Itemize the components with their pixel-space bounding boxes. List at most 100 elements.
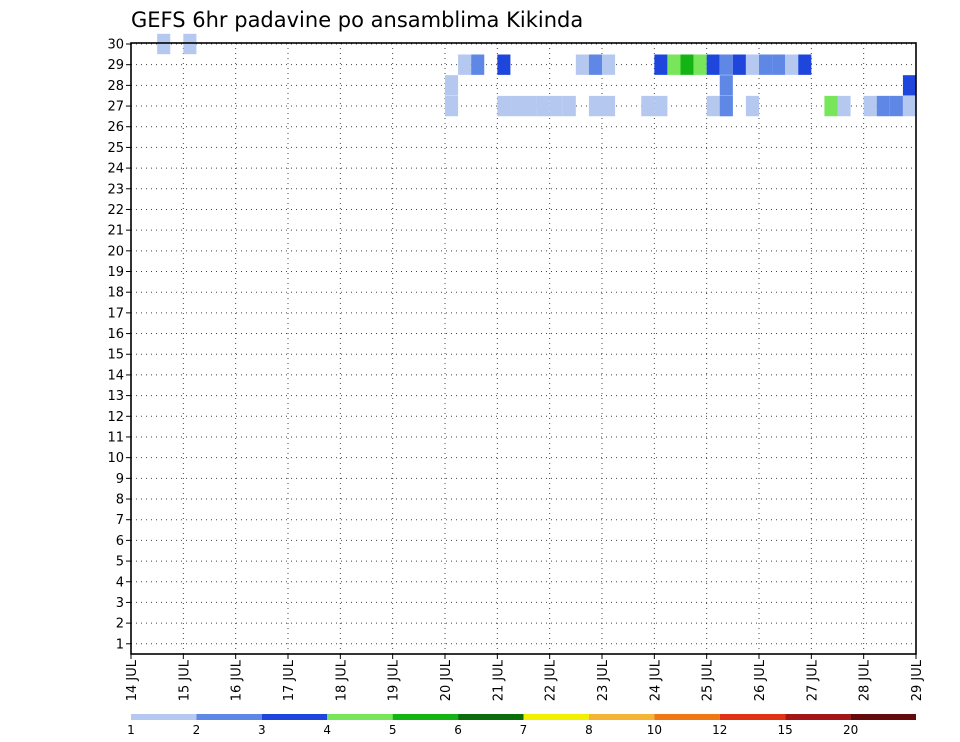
x-tick-label: 24 JUL [648, 659, 663, 701]
y-tick-label: 10 [107, 451, 124, 466]
y-tick-label: 19 [107, 265, 124, 280]
heatmap-cell [889, 95, 903, 117]
y-tick-label: 25 [107, 141, 124, 156]
heatmap-cell [445, 75, 459, 96]
colorbar-swatch [523, 714, 589, 720]
heatmap-cell [863, 95, 877, 117]
y-tick-label: 26 [107, 120, 124, 135]
y-axis: 1234567891011121314151617181920212223242… [107, 38, 131, 652]
heatmap-cells [157, 33, 916, 117]
x-tick-label: 15 JUL [177, 659, 192, 701]
y-tick-label: 2 [116, 617, 124, 632]
colorbar-label: 4 [323, 723, 331, 737]
heatmap-cell [536, 95, 550, 117]
colorbar-label: 12 [712, 723, 727, 737]
heatmap-cell [745, 95, 759, 117]
colorbar-label: 7 [520, 723, 528, 737]
colorbar-label: 20 [843, 723, 858, 737]
x-tick-label: 27 JUL [805, 659, 820, 701]
heatmap-cell [902, 75, 916, 96]
chart-title: GEFS 6hr padavine po ansamblima Kikinda [131, 8, 583, 32]
colorbar-swatch [196, 714, 262, 720]
colorbar-label: 1 [127, 723, 135, 737]
heatmap-cell [497, 54, 511, 75]
heatmap-cell [824, 95, 838, 117]
y-tick-label: 24 [107, 162, 124, 177]
y-tick-label: 6 [116, 534, 124, 549]
x-tick-label: 16 JUL [230, 659, 245, 701]
y-tick-label: 27 [107, 100, 124, 115]
heatmap-cell [183, 33, 197, 55]
x-tick-label: 20 JUL [439, 659, 454, 701]
heatmap-cell [445, 95, 459, 117]
colorbar-swatch [261, 714, 328, 720]
x-tick-label: 18 JUL [334, 659, 349, 701]
colorbar-swatch [392, 714, 459, 720]
y-tick-label: 4 [116, 575, 124, 590]
heatmap-cell [588, 54, 602, 75]
heatmap-cell [902, 95, 916, 117]
heatmap-cell [641, 95, 655, 117]
colorbar-swatch [588, 714, 655, 720]
colorbar-label: 10 [647, 723, 662, 737]
heatmap-cell [719, 75, 733, 96]
heatmap-cell [719, 95, 733, 117]
heatmap-cell [654, 95, 668, 117]
y-tick-label: 1 [116, 637, 124, 652]
x-axis: 14 JUL 15 JUL 16 JUL 17 JUL 18 JUL 19 JUL 20 J… [125, 654, 925, 701]
y-tick-label: 22 [107, 203, 124, 218]
heatmap-cell [575, 54, 589, 75]
y-tick-label: 14 [107, 368, 124, 383]
y-tick-label: 3 [116, 596, 124, 611]
heatmap-cell [549, 95, 563, 117]
heatmap-cell [497, 95, 511, 117]
heatmap-cell [745, 54, 759, 75]
heatmap-cell [680, 54, 694, 75]
y-tick-label: 28 [107, 79, 124, 94]
y-tick-label: 12 [107, 410, 124, 425]
heatmap-cell [732, 54, 746, 75]
x-tick-label: 22 JUL [544, 659, 559, 701]
y-tick-label: 11 [107, 430, 124, 445]
heatmap-cell [562, 95, 576, 117]
heatmap-cell [602, 95, 616, 117]
x-tick-label: 29 JUL [910, 659, 925, 701]
x-tick-label: 25 JUL [701, 659, 716, 701]
heatmap-cell [654, 54, 668, 75]
heatmap-cell [706, 95, 720, 117]
colorbar-swatch [458, 714, 524, 720]
heatmap-cell [876, 95, 890, 117]
colorbar-label: 8 [585, 723, 593, 737]
y-tick-label: 30 [107, 38, 124, 53]
y-tick-label: 7 [116, 513, 124, 528]
colorbar-swatch [850, 714, 916, 720]
heatmap-cell [837, 95, 851, 117]
y-tick-label: 5 [116, 555, 124, 570]
heatmap-cell [510, 95, 524, 117]
y-tick-label: 16 [107, 327, 124, 342]
heatmap-cell [719, 54, 733, 75]
x-tick-label: 23 JUL [596, 659, 611, 701]
colorbar-label: 15 [778, 723, 793, 737]
heatmap-cell [785, 54, 799, 75]
heatmap-cell [759, 54, 773, 75]
y-tick-label: 20 [107, 244, 124, 259]
colorbar-label: 6 [454, 723, 462, 737]
y-tick-label: 15 [107, 348, 124, 363]
grid [131, 43, 917, 654]
colorbar-swatch [719, 714, 786, 720]
colorbar: 1 2 3 4 5 6 7 8 10 12 15 20 [127, 714, 916, 737]
heatmap-cell [523, 95, 537, 117]
heatmap-cell [667, 54, 681, 75]
heatmap-cell [602, 54, 616, 75]
heatmap-cell [798, 54, 812, 75]
y-tick-label: 8 [116, 493, 124, 508]
heatmap-cell [693, 54, 707, 75]
x-tick-label: 17 JUL [282, 659, 297, 701]
x-tick-label: 26 JUL [753, 659, 768, 701]
y-tick-label: 13 [107, 389, 124, 404]
y-tick-label: 17 [107, 306, 124, 321]
heatmap-cell [157, 33, 171, 55]
heatmap-cell [706, 54, 720, 75]
